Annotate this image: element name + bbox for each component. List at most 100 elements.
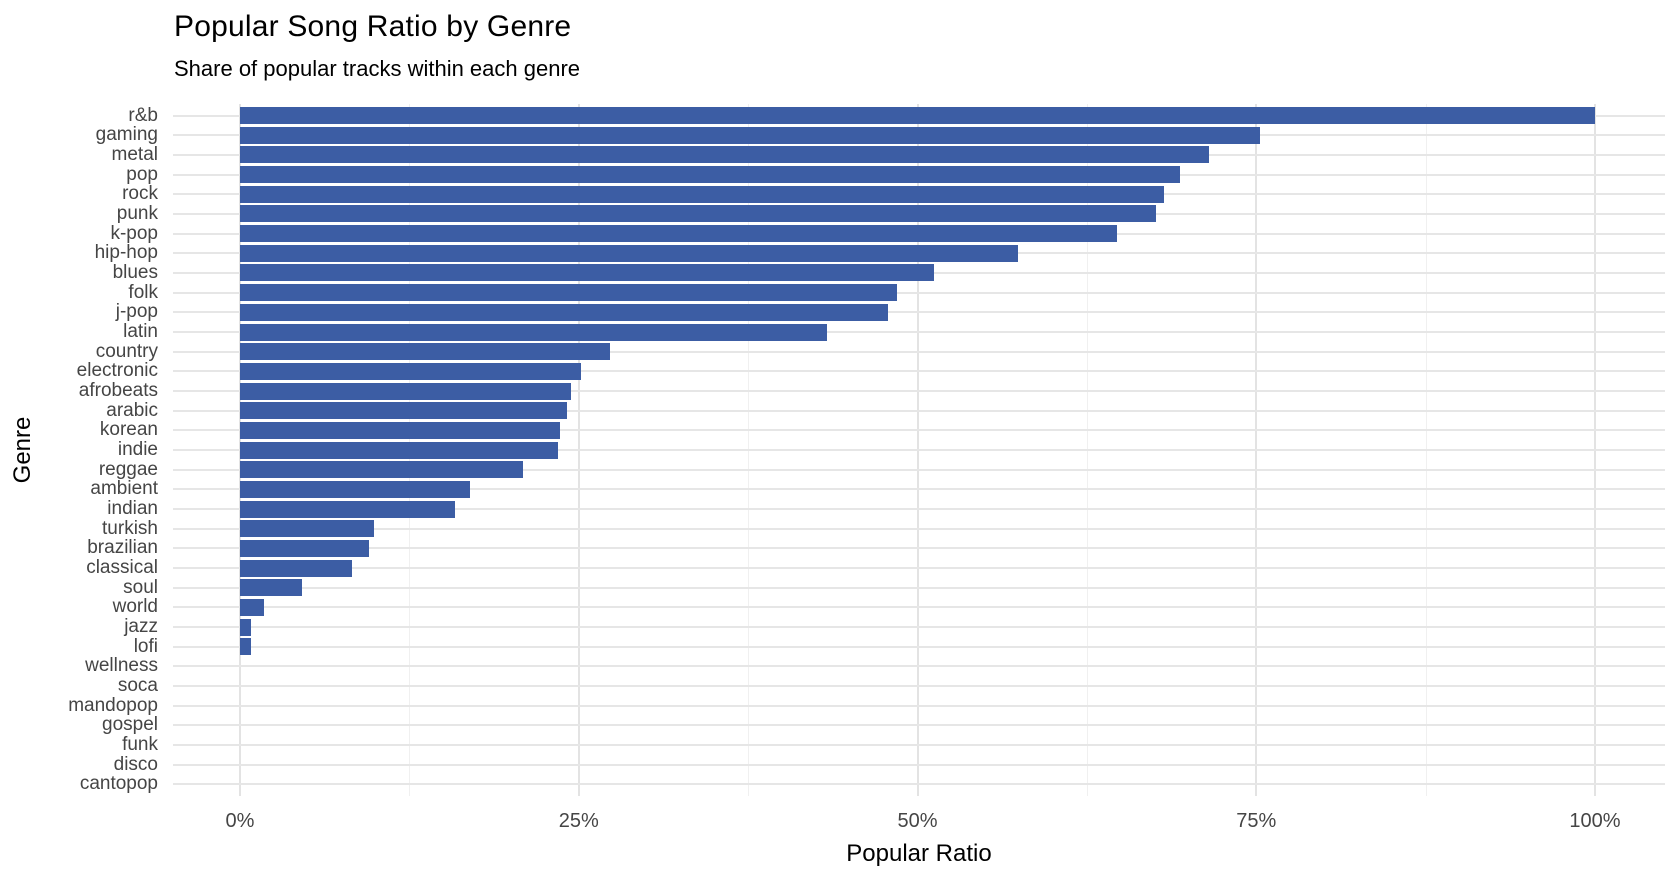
- y-tick-label: funk: [122, 734, 158, 756]
- y-tick-label: wellness: [85, 655, 158, 677]
- bar-korean: [240, 421, 560, 439]
- y-tick-label: blues: [112, 261, 158, 283]
- row-gridline: [173, 645, 1665, 648]
- y-tick-label: indian: [107, 498, 158, 520]
- row-gridline: [173, 390, 1665, 393]
- bar-gaming: [240, 126, 1261, 144]
- row-gridline: [173, 311, 1665, 314]
- x-tick-label: 25%: [558, 810, 599, 832]
- y-tick-label: brazilian: [87, 537, 158, 559]
- row-gridline: [173, 527, 1665, 530]
- row-gridline: [173, 626, 1665, 629]
- bar-electronic: [240, 362, 582, 380]
- row-gridline: [173, 567, 1665, 570]
- y-tick-label: afrobeats: [78, 380, 158, 402]
- plot-panel: [173, 104, 1665, 796]
- bar-ambient: [240, 480, 471, 498]
- bar-jazz: [240, 618, 251, 636]
- y-tick-label: turkish: [102, 517, 158, 539]
- bar-folk: [240, 284, 898, 302]
- y-tick-label: reggae: [98, 458, 158, 480]
- y-tick-label: latin: [123, 321, 158, 342]
- y-tick-label: ambient: [90, 478, 158, 500]
- bar-latin: [240, 323, 827, 341]
- x-tick-label: 0%: [225, 810, 255, 832]
- chart-subtitle: Share of popular tracks within each genr…: [174, 56, 581, 81]
- x-axis-title: Popular Ratio: [846, 840, 992, 867]
- row-gridline: [173, 488, 1665, 491]
- row-gridline: [173, 685, 1665, 688]
- y-tick-label: classical: [86, 557, 158, 579]
- y-tick-label: r&b: [128, 104, 158, 126]
- row-gridline: [173, 291, 1665, 294]
- row-gridline: [173, 586, 1665, 589]
- row-gridline: [173, 331, 1665, 333]
- row-gridline: [173, 704, 1665, 707]
- y-tick-label: gaming: [95, 124, 158, 146]
- y-tick-label: jazz: [124, 616, 158, 638]
- y-tick-label: electronic: [76, 360, 158, 382]
- row-gridline: [173, 763, 1665, 766]
- bar-soul: [240, 579, 303, 597]
- chart-title: Popular Song Ratio by Genre: [174, 10, 572, 43]
- y-axis-title: Genre: [9, 416, 36, 484]
- bar-indie: [240, 441, 559, 459]
- bar-classical: [240, 559, 353, 577]
- y-tick-label: indie: [117, 439, 158, 461]
- bar-blues: [240, 264, 934, 282]
- y-tick-label: rock: [122, 183, 158, 205]
- bar-lofi: [240, 638, 251, 656]
- bar-r-b: [240, 107, 1595, 125]
- bar-k-pop: [240, 225, 1117, 243]
- row-gridline: [173, 744, 1665, 747]
- row-gridline: [173, 606, 1665, 609]
- bar-arabic: [240, 402, 567, 420]
- y-tick-label: cantopop: [79, 773, 158, 795]
- y-tick-label: hip-hop: [94, 242, 158, 264]
- y-tick-label: folk: [128, 281, 158, 303]
- y-tick-label: k-pop: [110, 222, 158, 244]
- row-gridline: [173, 449, 1665, 452]
- row-gridline: [173, 429, 1665, 432]
- bar-hip-hop: [240, 244, 1018, 262]
- row-gridline: [173, 370, 1665, 373]
- bar-rock: [240, 185, 1165, 203]
- x-tick-label: 75%: [1236, 810, 1277, 832]
- y-tick-label: gospel: [102, 714, 158, 736]
- y-tick-label: korean: [99, 419, 158, 441]
- row-gridline: [173, 724, 1665, 727]
- x-tick-label: 50%: [897, 810, 938, 832]
- bar-indian: [240, 500, 456, 518]
- y-tick-label: mandopop: [68, 694, 158, 716]
- y-tick-label: soul: [123, 576, 158, 598]
- bar-brazilian: [240, 539, 369, 557]
- x-tick-label: 100%: [1569, 810, 1621, 832]
- bar-pop: [240, 166, 1181, 184]
- y-tick-label: arabic: [106, 399, 158, 421]
- row-gridline: [173, 409, 1665, 412]
- bar-punk: [240, 205, 1156, 223]
- y-tick-label: punk: [116, 202, 158, 224]
- bar-country: [240, 343, 610, 361]
- row-gridline: [173, 665, 1665, 668]
- row-gridline: [173, 547, 1665, 550]
- y-tick-label: j-pop: [115, 301, 158, 323]
- bar-turkish: [240, 520, 375, 538]
- y-tick-label: pop: [126, 163, 158, 185]
- row-gridline: [173, 508, 1665, 511]
- bar-reggae: [240, 461, 524, 479]
- y-tick-label: country: [95, 340, 158, 362]
- row-gridline: [173, 783, 1665, 786]
- y-tick-label: metal: [111, 143, 158, 165]
- bar-metal: [240, 146, 1209, 164]
- y-tick-label: disco: [113, 753, 158, 775]
- bar-j-pop: [240, 303, 888, 321]
- bar-afrobeats: [240, 382, 571, 400]
- y-tick-label: soca: [117, 675, 158, 697]
- y-tick-label: lofi: [133, 635, 158, 657]
- row-gridline: [173, 350, 1665, 353]
- row-gridline: [173, 468, 1665, 471]
- bar-world: [240, 598, 265, 616]
- y-tick-label: world: [112, 596, 158, 618]
